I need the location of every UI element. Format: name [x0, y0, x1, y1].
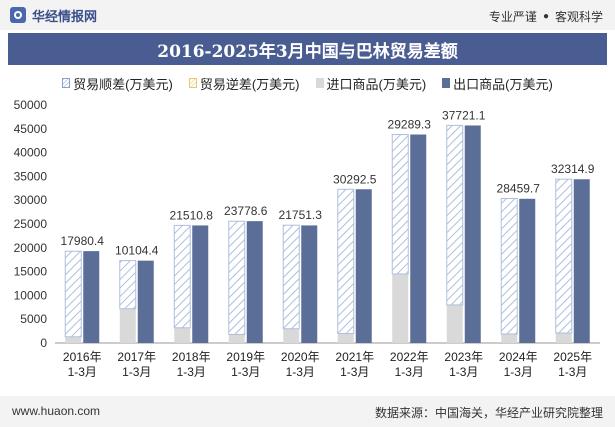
slogan-left: 专业严谨 — [488, 10, 537, 24]
x-tick-label-period: 1-3月 — [286, 365, 315, 379]
legend-label-import: 进口商品(万美元) — [326, 76, 427, 92]
y-tick-label: 45000 — [14, 122, 48, 136]
slogan-dot-icon: ● — [542, 11, 549, 22]
slogan: 专业严谨 ● 客观科学 — [489, 8, 603, 25]
surplus-value-label: 30292.5 — [333, 172, 377, 186]
y-tick-label: 0 — [40, 336, 47, 350]
x-tick-label-year: 2018年 — [172, 350, 211, 364]
surplus-bar — [64, 250, 82, 338]
export-bar — [464, 125, 481, 343]
y-tick-label: 25000 — [14, 217, 48, 231]
export-bar — [410, 134, 427, 343]
legend-item-import: 进口商品(万美元) — [315, 73, 427, 93]
footer-source: 数据来源：中国海关，华经产业研究院整理 — [374, 406, 603, 420]
legend-swatch-surplus — [62, 78, 71, 88]
x-tick-label-year: 2022年 — [390, 350, 429, 364]
import-bar — [555, 333, 572, 343]
slogan-right: 客观科学 — [554, 10, 603, 24]
import-bar — [392, 273, 409, 343]
x-tick-label-period: 1-3月 — [231, 365, 260, 379]
brand-name: 华经情报网 — [32, 8, 98, 24]
export-bar — [246, 221, 263, 343]
x-tick-label-year: 2023年 — [444, 350, 483, 364]
x-tick-label-period: 1-3月 — [177, 365, 206, 379]
export-bar — [519, 198, 536, 343]
legend-label-export: 出口商品(万美元) — [453, 76, 553, 92]
footer: www.huaon.com 数据来源：中国海关，华经产业研究院整理 — [0, 396, 615, 427]
x-tick-label-year: 2019年 — [226, 350, 265, 364]
footer-url[interactable]: www.huaon.com — [12, 404, 101, 418]
x-tick-label-period: 1-3月 — [122, 365, 151, 379]
surplus-bar — [446, 124, 464, 306]
surplus-value-label: 21510.8 — [170, 208, 214, 222]
import-bar — [119, 308, 136, 343]
surplus-bar — [282, 224, 300, 330]
export-bar — [137, 260, 154, 343]
legend-swatch-deficit — [188, 78, 197, 88]
import-bar — [501, 333, 518, 343]
x-tick-label-period: 1-3月 — [340, 365, 369, 379]
surplus-bar — [119, 260, 137, 310]
legend-swatch-export — [442, 78, 451, 88]
x-tick-label-period: 1-3月 — [395, 365, 424, 379]
brand[interactable]: 华经情报网 — [10, 7, 98, 24]
legend-label-deficit: 贸易逆差(万美元) — [199, 76, 300, 92]
export-bar — [355, 189, 372, 343]
export-bar — [573, 179, 590, 343]
surplus-bar — [173, 224, 191, 329]
surplus-value-label: 32314.9 — [551, 162, 595, 176]
y-tick-label: 50000 — [14, 98, 48, 112]
import-bar — [65, 336, 82, 343]
title-bar: 2016-2025年3月中国与巴林贸易差额 — [8, 33, 607, 65]
top-bar: 华经情报网 专业严谨 ● 客观科学 — [0, 0, 615, 30]
export-bar — [83, 251, 100, 343]
surplus-bar — [337, 188, 355, 334]
y-tick-label: 35000 — [14, 169, 48, 183]
surplus-value-label: 23778.6 — [224, 204, 268, 218]
surplus-value-label: 21751.3 — [279, 208, 323, 222]
y-tick-label: 5000 — [20, 312, 47, 326]
y-tick-label: 30000 — [14, 193, 48, 207]
surplus-bar — [555, 178, 573, 334]
legend-swatch-import — [315, 78, 324, 88]
y-tick-label: 20000 — [14, 241, 48, 255]
y-tick-label: 10000 — [14, 288, 48, 302]
import-bar — [337, 333, 354, 343]
brand-logo-icon — [10, 7, 26, 23]
surplus-value-label: 29289.3 — [388, 118, 432, 132]
import-bar — [174, 327, 191, 343]
surplus-value-label: 10104.4 — [115, 244, 159, 258]
x-tick-label-year: 2021年 — [335, 350, 374, 364]
legend-item-deficit: 贸易逆差(万美元) — [188, 73, 300, 93]
bar-chart: 0 5000 10000 15000 20000 25000 30000 35000 40000… — [14, 98, 600, 379]
legend-label-surplus: 贸易顺差(万美元) — [73, 76, 173, 92]
export-bar — [192, 225, 209, 343]
y-tick-label: 40000 — [14, 146, 48, 160]
x-tick-label-period: 1-3月 — [449, 365, 478, 379]
x-tick-label-year: 2024年 — [499, 350, 538, 364]
legend-item-surplus: 贸易顺差(万美元) — [62, 73, 173, 93]
x-tick-label-year: 2020年 — [281, 350, 320, 364]
surplus-value-label: 17980.4 — [61, 234, 105, 248]
surplus-bar — [500, 197, 518, 335]
x-tick-label-period: 1-3月 — [558, 365, 587, 379]
x-tick-label-period: 1-3月 — [68, 365, 97, 379]
surplus-value-label: 37721.1 — [442, 108, 486, 122]
y-tick-label: 15000 — [14, 265, 48, 279]
legend-item-export: 出口商品(万美元) — [442, 73, 553, 93]
x-tick-label-year: 2025年 — [553, 350, 592, 364]
surplus-value-label: 28459.7 — [497, 181, 541, 195]
import-bar — [446, 304, 463, 343]
x-tick-label-period: 1-3月 — [504, 365, 533, 379]
x-tick-label-year: 2017年 — [117, 350, 156, 364]
import-bar — [283, 328, 300, 343]
chart-title: 2016-2025年3月中国与巴林贸易差额 — [157, 41, 458, 62]
import-bar — [228, 334, 245, 343]
surplus-bar — [228, 220, 246, 335]
chart-legend: 贸易顺差(万美元) 贸易逆差(万美元) 进口商品(万美元) 出口商品(万美元) — [0, 73, 615, 93]
x-tick-label-year: 2016年 — [63, 350, 102, 364]
surplus-bar — [391, 134, 409, 275]
export-bar — [301, 225, 318, 343]
